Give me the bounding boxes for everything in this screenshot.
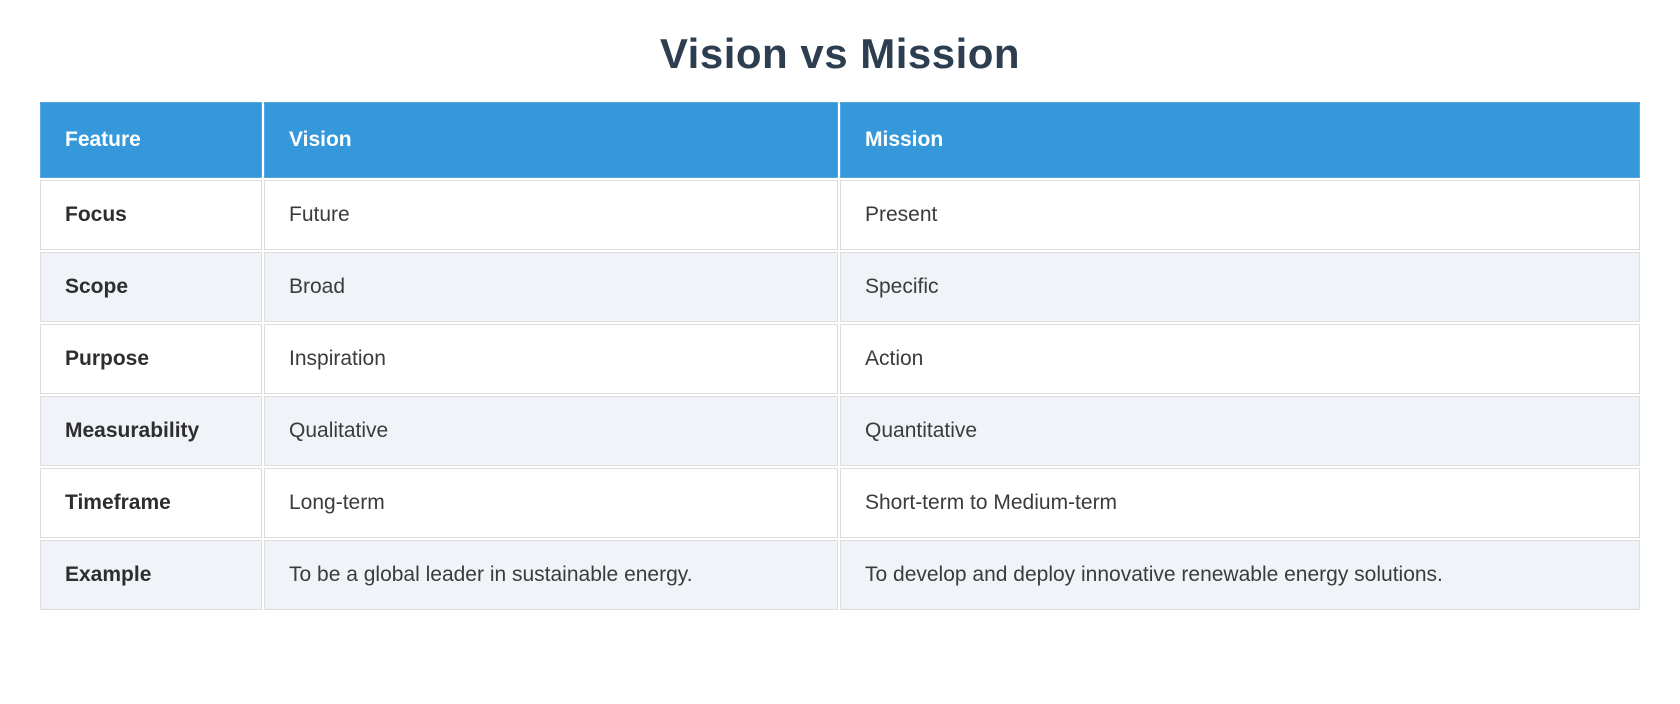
table-row-timeframe: Timeframe Long-term Short-term to Medium… [40, 468, 1640, 538]
vision-cell: Long-term [264, 468, 838, 538]
comparison-table: Feature Vision Mission Focus Future Pres… [38, 100, 1642, 612]
mission-cell: Quantitative [840, 396, 1640, 466]
mission-cell: Short-term to Medium-term [840, 468, 1640, 538]
vision-cell: Broad [264, 252, 838, 322]
table-header-row: Feature Vision Mission [40, 102, 1640, 178]
mission-cell: Specific [840, 252, 1640, 322]
header-cell-mission: Mission [840, 102, 1640, 178]
vision-cell: Qualitative [264, 396, 838, 466]
table-row-scope: Scope Broad Specific [40, 252, 1640, 322]
feature-cell: Example [40, 540, 262, 610]
feature-cell: Purpose [40, 324, 262, 394]
vision-cell: Future [264, 180, 838, 250]
mission-cell: Action [840, 324, 1640, 394]
page-title: Vision vs Mission [659, 30, 1021, 77]
mission-cell: Present [840, 180, 1640, 250]
table-row-measurability: Measurability Qualitative Quantitative [40, 396, 1640, 466]
feature-cell: Measurability [40, 396, 262, 466]
vision-cell: To be a global leader in sustainable ene… [264, 540, 838, 610]
mission-cell: To develop and deploy innovative renewab… [840, 540, 1640, 610]
header-cell-feature: Feature [40, 102, 262, 178]
table-row-focus: Focus Future Present [40, 180, 1640, 250]
feature-cell: Focus [40, 180, 262, 250]
table-row-purpose: Purpose Inspiration Action [40, 324, 1640, 394]
vision-cell: Inspiration [264, 324, 838, 394]
feature-cell: Timeframe [40, 468, 262, 538]
header-cell-vision: Vision [264, 102, 838, 178]
table-row-example: Example To be a global leader in sustain… [40, 540, 1640, 610]
feature-cell: Scope [40, 252, 262, 322]
